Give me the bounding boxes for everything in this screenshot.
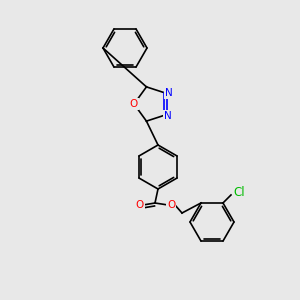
Text: Cl: Cl — [233, 186, 245, 200]
Text: O: O — [167, 200, 175, 210]
Text: N: N — [164, 111, 171, 121]
Text: N: N — [165, 88, 172, 98]
Text: O: O — [130, 99, 138, 109]
Text: O: O — [136, 200, 144, 210]
